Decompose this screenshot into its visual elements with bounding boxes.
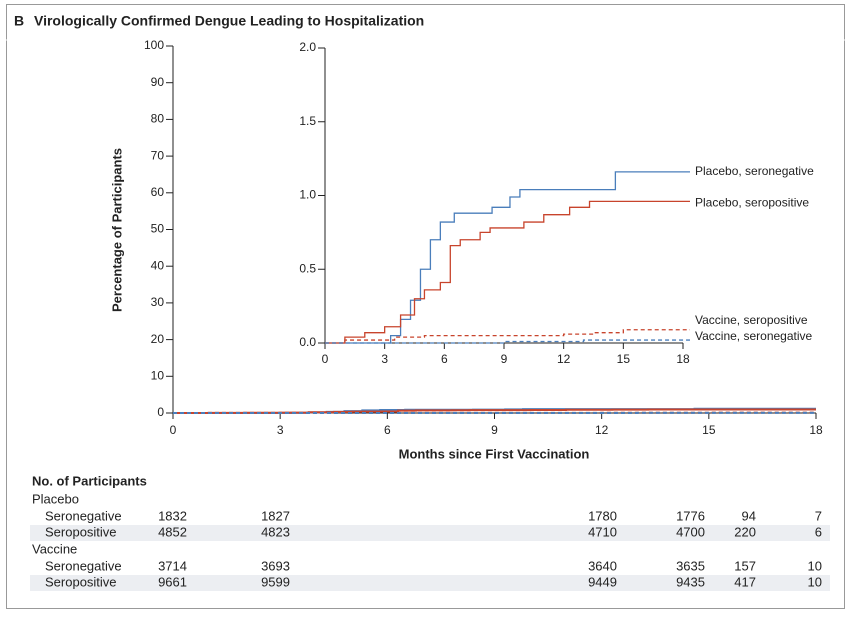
count: 3693 (261, 558, 290, 573)
group-label: Placebo (32, 491, 79, 506)
x-tick-label: 3 (277, 423, 284, 437)
count: 1827 (261, 508, 290, 523)
count: 9661 (158, 574, 187, 589)
group-label: Vaccine (32, 541, 77, 556)
count: 10 (808, 558, 822, 573)
row-label: Seronegative (45, 558, 122, 573)
count: 4710 (588, 524, 617, 539)
y-tick-label: 90 (151, 75, 165, 89)
step-line (325, 329, 690, 344)
y-tick-label: 1.0 (299, 188, 316, 202)
x-tick-label: 0 (322, 352, 329, 366)
x-tick-label: 0 (170, 423, 177, 437)
row-shade (30, 525, 830, 541)
y-tick-label: 1.5 (299, 114, 316, 128)
row-label: Seropositive (45, 524, 117, 539)
count: 417 (734, 574, 756, 589)
x-tick-label: 6 (441, 352, 448, 366)
legend-label: Placebo, seronegative (695, 164, 814, 178)
legend-label: Vaccine, seronegative (695, 329, 813, 343)
count: 9435 (676, 574, 705, 589)
count: 4852 (158, 524, 187, 539)
step-line (325, 339, 690, 344)
count: 220 (734, 524, 756, 539)
x-tick-label: 15 (617, 352, 631, 366)
x-tick-label: 12 (557, 352, 571, 366)
x-tick-label: 3 (381, 352, 388, 366)
x-tick-label: 9 (501, 352, 508, 366)
y-tick-label: 20 (151, 332, 165, 346)
step-line (325, 171, 690, 344)
x-tick-label: 6 (384, 423, 391, 437)
panel-label: B (14, 13, 24, 29)
count: 9599 (261, 574, 290, 589)
legend-label: Placebo, seropositive (695, 196, 809, 210)
table-title: No. of Participants (32, 473, 147, 488)
y-tick-label: 50 (151, 222, 165, 236)
count: 7 (815, 508, 822, 523)
y-tick-label: 80 (151, 112, 165, 126)
y-tick-label: 40 (151, 258, 165, 272)
x-tick-label: 18 (809, 423, 823, 437)
x-axis-label: Months since First Vaccination (399, 446, 590, 461)
count: 4700 (676, 524, 705, 539)
count: 3640 (588, 558, 617, 573)
y-tick-label: 60 (151, 185, 165, 199)
y-tick-label: 0.5 (299, 261, 316, 275)
count: 3714 (158, 558, 187, 573)
step-line (325, 200, 690, 344)
count: 3635 (676, 558, 705, 573)
y-tick-label: 2.0 (299, 40, 316, 54)
x-tick-label: 9 (491, 423, 498, 437)
count: 6 (815, 524, 822, 539)
y-tick-label: 30 (151, 295, 165, 309)
y-tick-label: 10 (151, 368, 165, 382)
count: 9449 (588, 574, 617, 589)
row-label: Seropositive (45, 574, 117, 589)
frame (6, 4, 845, 609)
y-tick-label: 70 (151, 148, 165, 162)
y-axis-label: Percentage of Participants (109, 148, 124, 312)
count: 157 (734, 558, 756, 573)
y-tick-label: 0 (157, 405, 164, 419)
y-tick-label: 100 (144, 38, 164, 52)
count: 1780 (588, 508, 617, 523)
count: 1832 (158, 508, 187, 523)
row-label: Seronegative (45, 508, 122, 523)
x-tick-label: 18 (676, 352, 690, 366)
count: 10 (808, 574, 822, 589)
count: 94 (742, 508, 756, 523)
chart-title: Virologically Confirmed Dengue Leading t… (34, 13, 424, 29)
count: 4823 (261, 524, 290, 539)
row-shade (30, 575, 830, 591)
x-tick-label: 15 (702, 423, 716, 437)
count: 1776 (676, 508, 705, 523)
x-tick-label: 12 (595, 423, 609, 437)
y-tick-label: 0.0 (299, 335, 316, 349)
legend-label: Vaccine, seropositive (695, 313, 808, 327)
